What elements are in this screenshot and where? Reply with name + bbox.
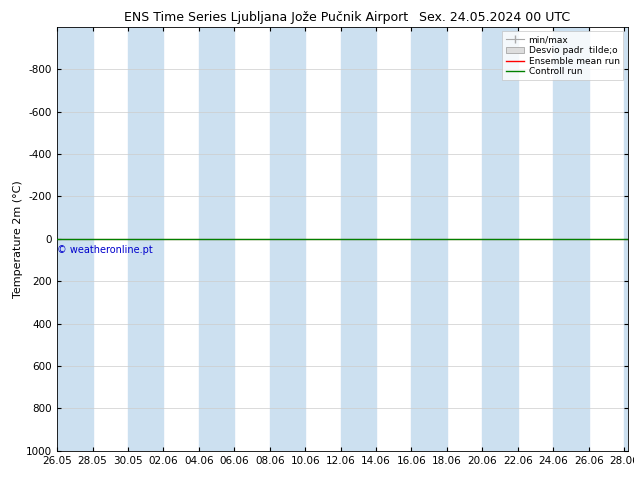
Y-axis label: Temperature 2m (°C): Temperature 2m (°C) <box>13 180 23 298</box>
Bar <box>128 27 164 451</box>
Text: © weatheronline.pt: © weatheronline.pt <box>57 245 153 255</box>
Bar <box>340 27 376 451</box>
Legend: min/max, Desvio padr  tilde;o, Ensemble mean run, Controll run: min/max, Desvio padr tilde;o, Ensemble m… <box>502 31 623 80</box>
Text: ENS Time Series Ljubljana Jože Pučnik Airport: ENS Time Series Ljubljana Jože Pučnik Ai… <box>124 11 408 24</box>
Bar <box>57 27 93 451</box>
Bar <box>269 27 305 451</box>
Bar <box>411 27 447 451</box>
Bar <box>553 27 589 451</box>
Bar <box>199 27 235 451</box>
Bar <box>482 27 518 451</box>
Text: Sex. 24.05.2024 00 UTC: Sex. 24.05.2024 00 UTC <box>419 11 570 24</box>
Bar <box>624 27 634 451</box>
